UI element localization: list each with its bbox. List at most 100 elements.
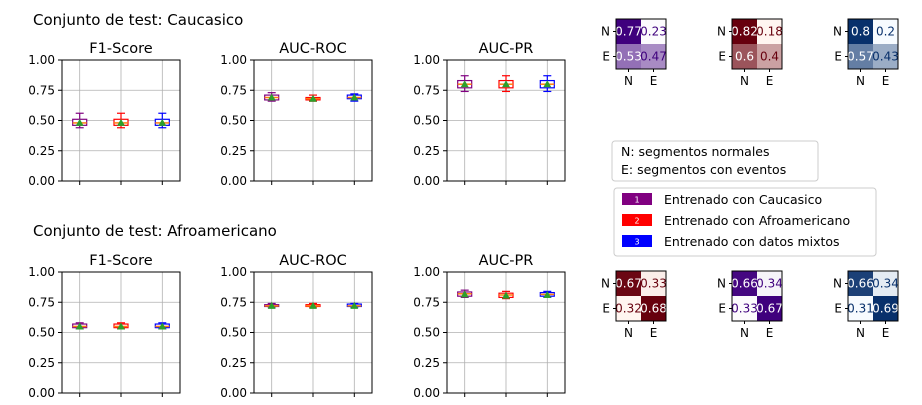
mean-marker	[460, 80, 469, 88]
box-series	[154, 112, 170, 129]
legend-swatch	[622, 214, 652, 226]
heatmap-value-label: 0.18	[756, 25, 783, 39]
row-title-afroamericano: Conjunto de test: Afroamericano	[33, 222, 277, 240]
y-tick-label: 0.50	[28, 114, 55, 128]
mean-marker	[267, 301, 276, 309]
legend-entry: 1 Entrenado con Caucasico	[622, 192, 822, 207]
heatmap-row-label: N	[833, 277, 842, 291]
heatmap-frame	[847, 270, 899, 322]
mean-marker	[309, 94, 317, 102]
mean-marker	[309, 301, 317, 309]
heatmap-cell	[873, 271, 898, 296]
legend-notes: N: segmentos normales E: segmentos con e…	[611, 140, 819, 182]
box-series	[264, 92, 280, 102]
y-tick-label: 0.25	[220, 356, 247, 370]
heatmap-col-label: E	[650, 326, 658, 340]
heatmap-value-label: 0.33	[640, 277, 667, 291]
heatmap-cell	[732, 271, 757, 296]
y-tick-label: 0.00	[28, 174, 55, 188]
heatmap-cell	[732, 296, 757, 321]
box-series	[457, 289, 473, 299]
heatmap-cell	[616, 271, 641, 296]
box-series	[346, 301, 362, 309]
legend-label: Entrenado con datos mixtos	[664, 234, 840, 249]
y-tick-label: 0.00	[220, 386, 247, 400]
note-normal: N: segmentos normales	[621, 144, 770, 159]
heatmap-row-label: E	[834, 50, 842, 64]
heatmap-row-label: E	[718, 302, 726, 316]
legend-swatch-number: 2	[634, 217, 639, 226]
heatmap-cell	[616, 44, 641, 69]
panel-title: AUC-ROC	[279, 41, 347, 57]
heatmap-value-label: 0.66	[847, 277, 874, 291]
box-panel: 0.00 0.25 0.50 0.75 1.00 F1-Score	[28, 41, 181, 188]
heatmap-value-label: 0.34	[872, 277, 899, 291]
y-tick-label: 1.00	[220, 53, 247, 67]
heatmap-col-label: E	[882, 326, 890, 340]
heatmap-col-label: N	[740, 74, 749, 88]
heatmap-cell	[848, 44, 873, 69]
heatmap-cell	[641, 271, 666, 296]
mean-marker	[117, 118, 125, 126]
heatmap-value-label: 0.43	[872, 50, 899, 64]
mean-marker	[75, 118, 84, 126]
heatmap-frame	[615, 18, 667, 70]
y-tick-label: 0.25	[413, 144, 440, 158]
y-tick-label: 0.75	[220, 83, 247, 97]
box-series	[264, 301, 280, 309]
mean-marker	[117, 322, 125, 330]
mean-marker	[460, 290, 469, 298]
mean-marker	[75, 322, 84, 330]
legend-frame	[613, 187, 877, 257]
y-tick-label: 0.25	[413, 356, 440, 370]
heatmap-value-label: 0.23	[640, 25, 667, 39]
heatmap-cell	[732, 19, 757, 44]
y-tick-label: 1.00	[413, 53, 440, 67]
heatmap-cell	[757, 19, 782, 44]
panel-title: F1-Score	[89, 41, 152, 57]
mean-marker	[158, 322, 167, 330]
heatmap-value-label: 0.53	[615, 50, 642, 64]
heatmap-value-label: 0.67	[615, 277, 642, 291]
box-series	[498, 75, 514, 93]
heatmap-value-label: 0.77	[615, 25, 642, 39]
heatmap-cell	[873, 296, 898, 321]
heatmap-cell	[757, 271, 782, 296]
heatmap-row-label: N	[601, 25, 610, 39]
heatmap-row-label: N	[717, 25, 726, 39]
y-tick-label: 0.75	[28, 295, 55, 309]
heatmap-col-label: N	[740, 326, 749, 340]
mean-marker	[543, 80, 552, 88]
heatmap-cell	[641, 44, 666, 69]
heatmap-value-label: 0.34	[756, 277, 783, 291]
y-tick-label: 0.50	[220, 114, 247, 128]
legend-swatch-number: 3	[634, 238, 639, 247]
heatmap-row-label: N	[833, 25, 842, 39]
legend-label: Entrenado con Afroamericano	[664, 213, 850, 228]
heatmap-value-label: 0.2	[876, 25, 895, 39]
heatmap-value-label: 0.66	[731, 277, 758, 291]
mean-marker	[350, 301, 359, 309]
mean-marker	[543, 290, 552, 298]
y-tick-label: 0.50	[220, 326, 247, 340]
note-events: E: segmentos con eventos	[621, 162, 786, 177]
heatmap-col-label: N	[856, 74, 865, 88]
heatmap-value-label: 0.57	[847, 50, 874, 64]
panel-title: F1-Score	[89, 253, 152, 269]
heatmap-frame	[615, 270, 667, 322]
y-tick-label: 0.50	[28, 326, 55, 340]
mean-marker	[158, 118, 167, 126]
box-series	[154, 322, 170, 330]
heatmap-value-label: 0.4	[760, 50, 779, 64]
heatmap-col-label: N	[624, 74, 633, 88]
heatmap-value-label: 0.32	[615, 302, 642, 316]
box-series	[113, 322, 129, 330]
notes-frame	[611, 140, 819, 182]
legend-swatch	[622, 235, 652, 247]
